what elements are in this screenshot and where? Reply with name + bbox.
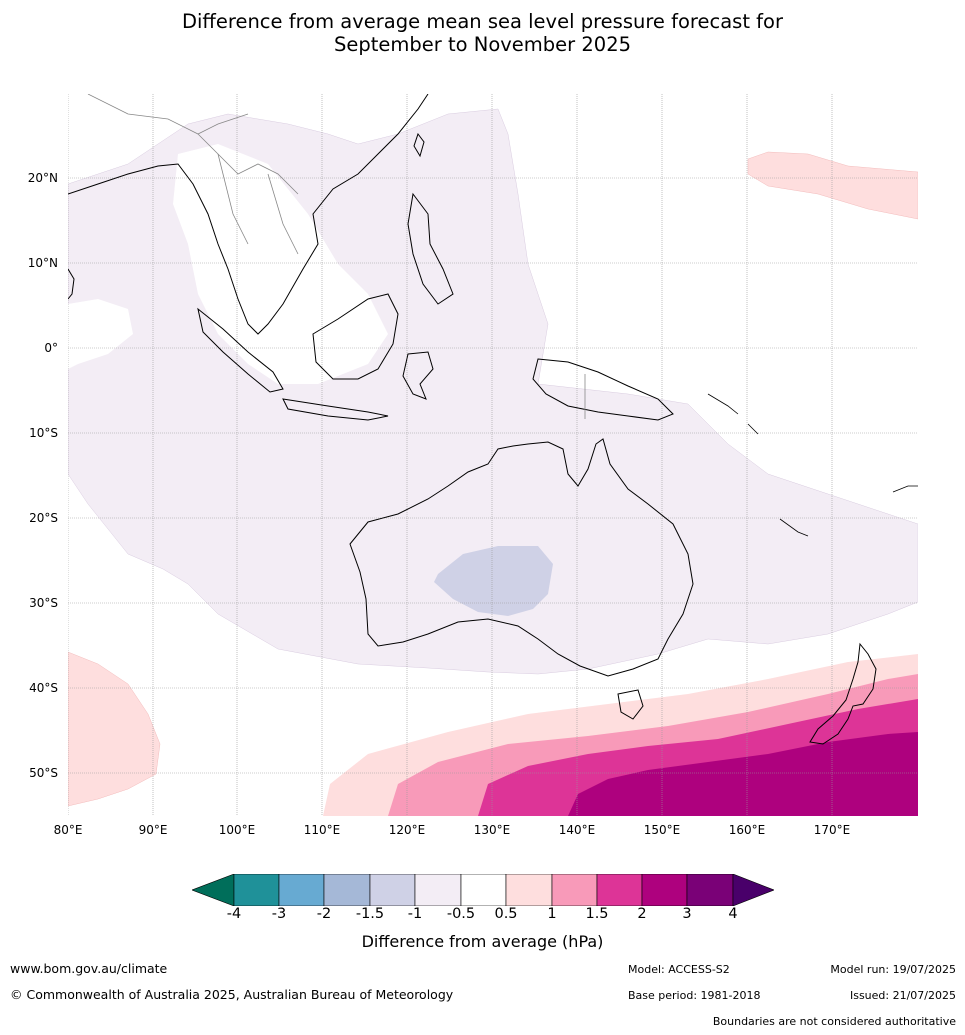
pacific-islands <box>707 393 918 537</box>
legend-tick: -4 <box>226 906 242 922</box>
legend-swatch-p2-3 <box>641 874 688 906</box>
lat-label-0: 0° <box>44 341 58 355</box>
legend-tick: 3 <box>682 906 692 922</box>
lat-label-20n: 20°N <box>27 171 58 185</box>
anomaly-region-minus-1 <box>434 546 553 616</box>
java-coastline <box>282 398 389 421</box>
philippines-coastline <box>407 192 454 305</box>
legend-swatch-m2-m15 <box>323 874 371 906</box>
website-link[interactable]: www.bom.gov.au/climate <box>10 961 168 976</box>
legend-swatch-m4-m3 <box>233 874 280 906</box>
lon-label-120e: 120°E <box>388 823 426 837</box>
australia-coastline <box>349 438 694 677</box>
lon-label-160e: 160°E <box>728 823 766 837</box>
lat-label-40s: 40°S <box>29 681 58 695</box>
lat-label-50s: 50°S <box>29 766 58 780</box>
legend-tick: 1.5 <box>585 906 609 922</box>
legend-swatch-p3-4 <box>686 874 734 906</box>
lat-label-20s: 20°S <box>29 511 58 525</box>
sri-lanka-coastline <box>68 268 75 300</box>
anomaly-region-plus-2 <box>568 732 918 816</box>
issued-text: Issued: 21/07/2025 <box>849 989 956 1002</box>
new-zealand-coastline <box>809 642 877 745</box>
model-run-text: Model run: 19/07/2025 <box>830 963 956 976</box>
legend-tick: 4 <box>728 906 738 922</box>
legend-tick: -0.5 <box>446 906 476 922</box>
legend-swatch-p05-1 <box>505 874 553 906</box>
lat-label-10n: 10°N <box>27 256 58 270</box>
borneo-coastline <box>312 293 399 380</box>
lon-label-80e: 80°E <box>53 823 83 837</box>
disclaimer-text: Boundaries are not considered authoritat… <box>712 1015 956 1028</box>
base-period-text: Base period: 1981-2018 <box>628 989 761 1002</box>
lon-label-110e: 110°E <box>303 823 341 837</box>
lon-label-140e: 140°E <box>558 823 596 837</box>
title-line-1: Difference from average mean sea level p… <box>182 10 783 33</box>
lon-label-170e: 170°E <box>813 823 851 837</box>
lon-label-130e: 130°E <box>473 823 511 837</box>
neutral-region-west <box>68 299 133 369</box>
legend-tick: -1.5 <box>355 906 385 922</box>
legend-tick: -2 <box>316 906 332 922</box>
taiwan-coastline <box>413 132 425 158</box>
model-text: Model: ACCESS-S2 <box>628 963 730 976</box>
tasmania-coastline <box>617 689 644 720</box>
legend-tick: 1 <box>547 906 557 922</box>
copyright-text: © Commonwealth of Australia 2025, Austra… <box>10 987 454 1002</box>
legend-ticks: -4 -3 -2 -1.5 -1 -0.5 0.5 1 1.5 2 3 4 <box>0 906 965 926</box>
lon-label-100e: 100°E <box>218 823 256 837</box>
map-canvas <box>68 94 918 816</box>
lon-label-150e: 150°E <box>643 823 681 837</box>
legend-colorbar <box>192 874 774 906</box>
legend-title: Difference from average (hPa) <box>361 932 604 951</box>
anomaly-region-plus-0.5-pacific <box>747 151 918 220</box>
legend-swatch-gt-4 <box>732 874 774 906</box>
legend-swatch-m3-m2 <box>278 874 325 906</box>
chart-title: Difference from average mean sea level p… <box>0 10 965 56</box>
legend-swatch-m15-m1 <box>369 874 416 906</box>
legend-swatch-p1-15 <box>551 874 598 906</box>
legend-tick: 0.5 <box>494 906 518 922</box>
sulawesi-coastline <box>402 351 434 400</box>
title-line-2: September to November 2025 <box>333 33 632 56</box>
lat-label-10s: 10°S <box>29 426 58 440</box>
legend-swatch-m1-m05 <box>414 874 462 906</box>
lat-label-30s: 30°S <box>29 596 58 610</box>
anomaly-region-plus-0.5-indian <box>68 651 161 807</box>
legend-swatch-lt-m4 <box>192 874 235 906</box>
new-guinea-coastline <box>532 358 674 421</box>
legend-tick: 2 <box>637 906 647 922</box>
coastlines <box>68 94 877 745</box>
sumatra-coastline <box>197 307 284 393</box>
neutral-region-se-asia <box>173 144 388 384</box>
country-borders <box>87 94 586 419</box>
legend-swatch-m05-05 <box>460 874 507 906</box>
legend-tick: -3 <box>271 906 287 922</box>
pressure-anomaly-map <box>68 94 918 816</box>
asia-mainland-coastline <box>68 94 429 335</box>
lon-label-90e: 90°E <box>138 823 168 837</box>
legend-tick: -1 <box>407 906 423 922</box>
legend-swatch-p15-2 <box>596 874 643 906</box>
gridlines <box>68 94 918 816</box>
